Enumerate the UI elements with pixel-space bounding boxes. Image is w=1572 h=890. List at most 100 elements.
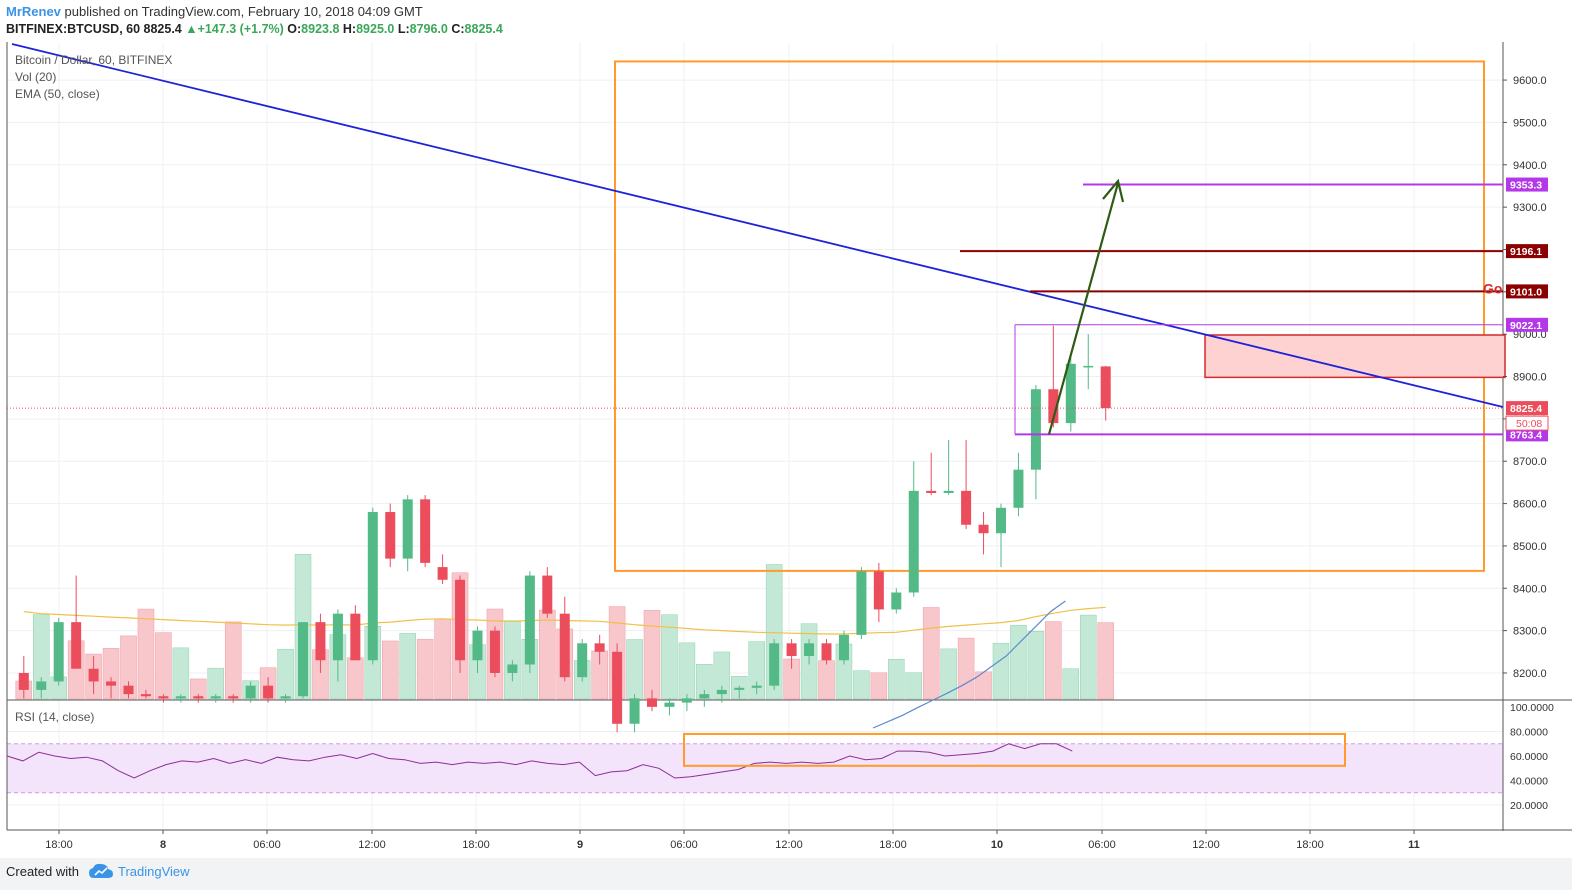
candle-body <box>36 681 47 690</box>
level-tag-label: 8763.4 <box>1510 429 1542 441</box>
candle-body <box>856 571 867 635</box>
volume-ma-line <box>872 600 1066 729</box>
candle-body <box>821 643 832 661</box>
price-tick-label: 9500.0 <box>1513 117 1547 129</box>
time-tick-label: 12:00 <box>775 839 803 851</box>
volume-bar <box>1097 622 1114 700</box>
volume-bar <box>888 658 905 700</box>
rsi-tick-label: 80.0000 <box>1510 727 1548 739</box>
price-tick-label: 9600.0 <box>1513 75 1547 87</box>
candle-body <box>175 696 186 699</box>
author-link[interactable]: MrRenev <box>6 4 61 19</box>
legend-volume: Vol (20) <box>15 70 56 84</box>
candle-body <box>88 668 99 682</box>
candle-body <box>838 634 849 661</box>
candle-body <box>908 490 919 593</box>
level-tag <box>1506 177 1548 192</box>
countdown-tag <box>1505 415 1549 431</box>
high-value: 8925.0 <box>356 22 395 36</box>
open-label: O: <box>287 22 302 36</box>
time-tick-label: 10 <box>991 839 1003 851</box>
candle-body <box>489 630 500 673</box>
trend-line <box>11 43 1504 408</box>
candle-body <box>228 696 239 699</box>
volume-bar <box>137 608 155 700</box>
candle-body <box>280 696 291 699</box>
candle-body <box>716 689 727 695</box>
candle-body <box>769 643 780 686</box>
volume-bar <box>120 635 137 700</box>
time-tick-label: 06:00 <box>670 839 698 851</box>
volume-bar <box>416 638 434 700</box>
candle-body <box>1083 365 1094 368</box>
candle-body <box>943 490 954 493</box>
low-value: 8796.0 <box>409 22 448 36</box>
volume-bar <box>870 672 888 700</box>
candle-body <box>804 643 815 657</box>
level-tag-label: 9196.1 <box>1510 246 1542 258</box>
price-tick-label: 9400.0 <box>1513 160 1547 172</box>
chart-background <box>0 40 1572 858</box>
time-tick-label: 18:00 <box>879 839 907 851</box>
range-box <box>614 60 1485 572</box>
last-price: 8825.4 <box>143 22 182 36</box>
symbol-label: BITFINEX:BTCUSD, 60 <box>6 22 141 36</box>
target-arrow <box>1047 182 1120 435</box>
volume-bar <box>626 639 643 700</box>
candle-body <box>263 685 274 699</box>
price-tick-label: 9000.0 <box>1513 329 1547 341</box>
level-tag <box>1506 284 1548 299</box>
tradingview-cloud-icon <box>89 863 113 878</box>
candle-body <box>926 490 937 493</box>
level-tag-label: 8825.4 <box>1510 403 1542 415</box>
candle-body <box>577 643 588 678</box>
candle-body <box>524 575 535 665</box>
rsi-tick-label: 60.0000 <box>1510 751 1548 763</box>
price-tick-label: 8600.0 <box>1513 499 1547 511</box>
time-tick-label: 11 <box>1408 839 1420 851</box>
candle-body <box>961 490 972 525</box>
volume-bar <box>818 660 835 700</box>
candle-body <box>559 613 570 678</box>
level-tag-label: 9022.1 <box>1510 320 1542 332</box>
volume-bar <box>1027 631 1045 700</box>
level-tag <box>1506 317 1548 332</box>
candle-body <box>786 643 797 657</box>
tradingview-brand-link[interactable]: TradingView <box>118 864 190 879</box>
chart-header: MrRenev published on TradingView.com, Fe… <box>0 0 1572 42</box>
volume-bar <box>347 657 364 700</box>
volume-bar <box>33 614 50 700</box>
candle-body <box>123 685 134 695</box>
candle-body <box>978 524 989 534</box>
candle-body <box>1030 389 1041 470</box>
candle-body <box>1013 469 1024 508</box>
volume-bar <box>504 620 521 700</box>
candle-body <box>140 694 151 697</box>
rsi-line <box>6 743 1073 779</box>
candle-body <box>315 622 326 661</box>
up-arrow-icon: ▲ <box>185 22 198 36</box>
candle-body <box>332 613 343 661</box>
price-tick-label: 8700.0 <box>1513 456 1547 468</box>
volume-bar <box>643 610 661 700</box>
candle-body <box>350 613 361 661</box>
price-tick-label: 8200.0 <box>1513 668 1547 680</box>
price-chart[interactable]: Go9600.09500.09400.09300.09200.09100.090… <box>0 40 1572 858</box>
candle-body <box>1100 366 1111 409</box>
volume-bar <box>155 632 172 700</box>
volume-bar <box>1010 624 1027 700</box>
candle-body <box>245 685 256 699</box>
level-tag-label: 9353.3 <box>1510 180 1542 192</box>
candle-body <box>1048 389 1059 424</box>
volume-bar <box>277 648 294 700</box>
candle-body <box>385 512 396 559</box>
symbol-ohlc-line: BITFINEX:BTCUSD, 60 8825.4 ▲+147.3 (+1.7… <box>6 22 503 36</box>
candle-body <box>420 499 431 563</box>
level-tag <box>1506 401 1548 416</box>
volume-bar <box>678 642 696 700</box>
volume-bar <box>853 670 870 700</box>
time-tick-label: 18:00 <box>1296 839 1324 851</box>
candle-body <box>699 694 710 699</box>
publish-line: MrRenev published on TradingView.com, Fe… <box>6 4 423 19</box>
volume-bar <box>1045 621 1062 700</box>
